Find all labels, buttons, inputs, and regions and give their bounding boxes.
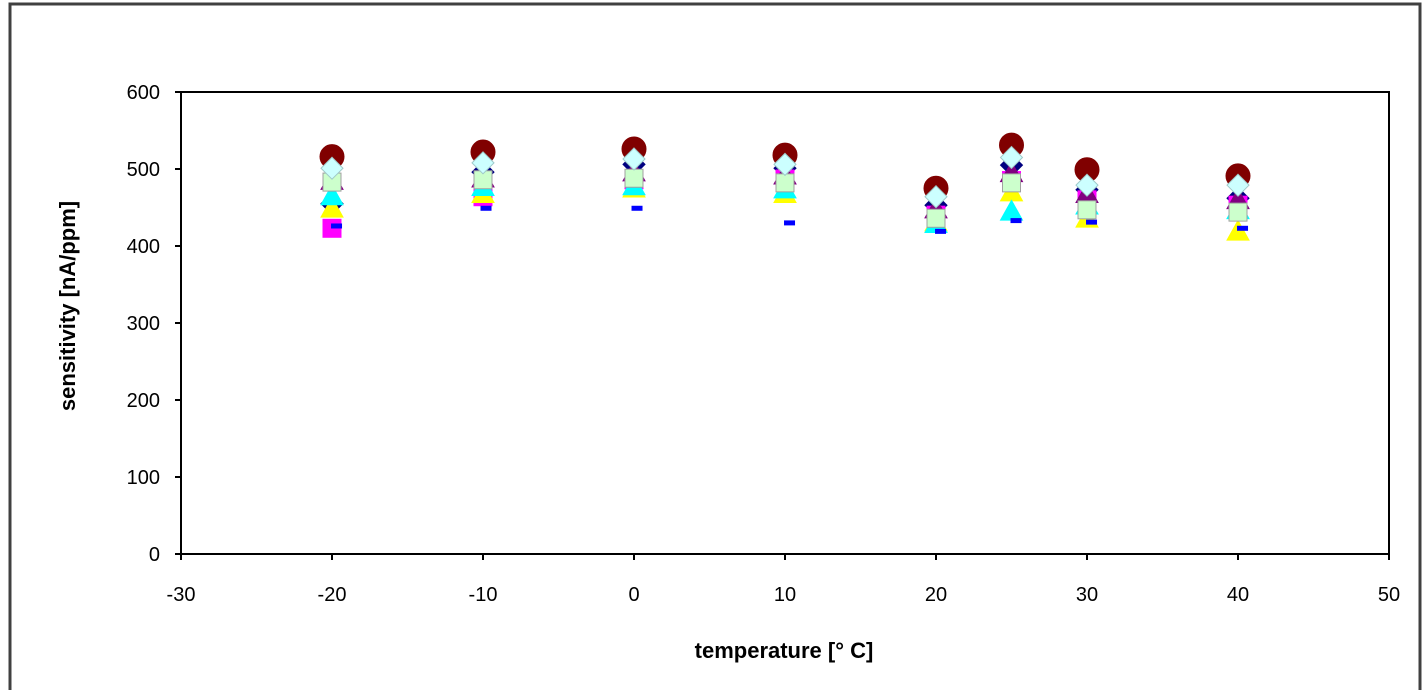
series-7-marker-7	[1077, 200, 1097, 220]
x-tick-label: 20	[925, 584, 947, 606]
series-8-marker-5	[924, 185, 948, 209]
y-tick-label: 300	[127, 313, 160, 335]
series-8-marker-3	[622, 147, 646, 171]
series-7-marker-8	[1228, 202, 1248, 222]
y-axis-title: sensitivity [nA/ppm]	[55, 201, 80, 411]
series-9-marker-2	[480, 205, 492, 211]
series-9-marker-8	[1237, 225, 1249, 231]
series-3-marker-1	[320, 196, 344, 218]
series-8-marker-1	[320, 156, 344, 180]
series-8-marker-7	[1075, 173, 1099, 197]
series-7-marker-4	[775, 173, 795, 193]
series-9-marker-5	[935, 228, 947, 234]
series-9-marker-1	[331, 223, 343, 229]
y-tick-label: 500	[127, 159, 160, 181]
series-9	[331, 205, 1249, 234]
series-7-marker-3	[624, 168, 644, 188]
y-tick-label: 0	[149, 544, 160, 566]
x-tick-label: 40	[1227, 584, 1249, 606]
series-9-marker-7	[1086, 219, 1098, 225]
series-7-marker-5	[926, 208, 946, 228]
y-tick-label: 400	[127, 236, 160, 258]
y-axis: 0 100 200 300 400 500 600	[127, 82, 181, 566]
series-8-marker-4	[773, 152, 797, 177]
x-tick-label: -20	[318, 584, 347, 606]
x-tick-label: 10	[774, 584, 796, 606]
series-9-marker-6	[1010, 218, 1022, 224]
series-9-marker-3	[631, 205, 643, 211]
series-8-marker-2	[471, 151, 495, 175]
series-8-marker-6	[999, 145, 1024, 170]
x-tick-label: -10	[469, 584, 498, 606]
series-layer	[319, 132, 1251, 241]
series-7	[322, 168, 1248, 228]
x-tick-label: 0	[628, 584, 639, 606]
series-8	[320, 145, 1250, 209]
series-4-marker-1	[320, 183, 344, 206]
y-tick-label: 600	[127, 82, 160, 104]
x-axis-title: temperature [° C]	[695, 638, 874, 663]
y-tick-label: 100	[127, 467, 160, 489]
series-7-marker-6	[1002, 173, 1021, 193]
x-tick-label: 30	[1076, 584, 1098, 606]
y-tick-label: 200	[127, 390, 160, 412]
series-8-marker-8	[1226, 173, 1250, 197]
x-tick-label: 50	[1378, 584, 1400, 606]
x-tick-label: -30	[167, 584, 196, 606]
x-axis: -30 -20 -10 0 10 20 30 40 50	[167, 554, 1400, 606]
series-9-marker-4	[784, 220, 796, 226]
